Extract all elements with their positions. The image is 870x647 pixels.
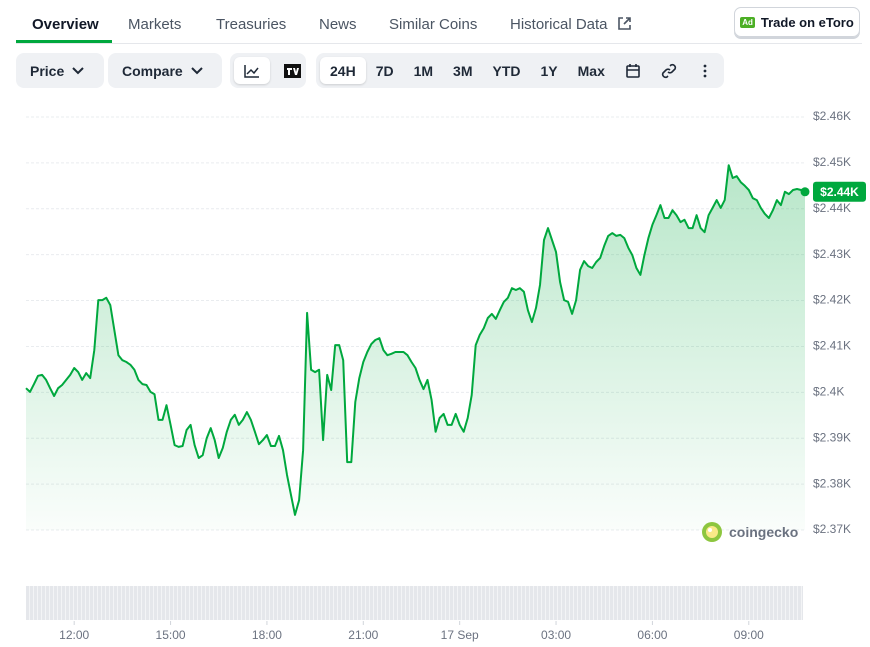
tab[interactable]: News — [319, 16, 357, 33]
x-tick-label: 15:00 — [156, 628, 186, 642]
compare-dropdown[interactable]: Compare — [108, 53, 222, 88]
range-button[interactable]: 1Y — [540, 62, 558, 79]
compare-label: Compare — [122, 62, 183, 79]
y-tick-label: $2.44K — [813, 201, 851, 215]
ad-label: Trade on eToro — [760, 14, 854, 30]
x-tick-label: 17 Sep — [441, 628, 479, 642]
range-button[interactable]: YTD — [492, 62, 521, 79]
toolbar-icon[interactable] — [687, 57, 723, 84]
y-tick-label: $2.37K — [813, 522, 851, 536]
range-button[interactable]: 3M — [453, 62, 473, 79]
active-tab-indicator — [16, 40, 112, 43]
x-tick-label: 03:00 — [541, 628, 571, 642]
toolbar-icon[interactable] — [615, 57, 651, 84]
y-tick-label: $2.42K — [813, 293, 851, 307]
x-tick-label: 18:00 — [252, 628, 282, 642]
toolbar-icon[interactable] — [651, 57, 687, 84]
tab[interactable]: Treasuries — [216, 16, 287, 33]
current-price-badge — [813, 181, 866, 202]
range-button[interactable]: 7D — [375, 62, 394, 79]
y-tick-label: $2.43K — [813, 247, 851, 261]
chevron — [190, 66, 203, 74]
y-tick-label: $2.38K — [813, 476, 851, 490]
range-button[interactable]: 24H — [320, 57, 366, 84]
ad-badge: Ad — [740, 16, 755, 28]
x-tick-label: 09:00 — [734, 628, 764, 642]
chart-style-group — [230, 53, 306, 88]
chevron — [72, 66, 84, 74]
x-tick-label: 06:00 — [637, 628, 667, 642]
tab[interactable]: Markets — [128, 16, 182, 33]
line-chart-button[interactable] — [234, 57, 270, 84]
watermark: coingecko — [701, 521, 798, 543]
price-label: Price — [30, 62, 65, 79]
volume-bars — [26, 586, 803, 620]
y-tick-label: $2.39K — [813, 430, 851, 444]
tab[interactable]: Historical Data — [510, 16, 608, 33]
watermark-text: coingecko — [729, 524, 799, 540]
tab[interactable]: Similar Coins — [389, 16, 478, 33]
x-tick-label: 12:00 — [59, 628, 89, 642]
y-tick-label: $2.41K — [813, 339, 851, 353]
range-button[interactable]: Max — [577, 62, 605, 79]
price-dropdown[interactable]: Price — [16, 53, 104, 88]
external-link-icon — [618, 17, 631, 30]
range-group: 24H 7D 1M 3M YTD 1Y Max — [316, 53, 724, 88]
range-button[interactable]: 1M — [413, 62, 434, 79]
y-tick-label: $2.45K — [813, 155, 851, 169]
ad-button[interactable]: Ad Trade on eToro — [734, 7, 860, 37]
current-price-label: $2.44K — [820, 185, 859, 199]
y-tick-label: $2.46K — [813, 109, 851, 123]
tradingview-button[interactable] — [274, 57, 311, 84]
tab[interactable]: Overview — [32, 16, 99, 33]
x-tick-label: 21:00 — [348, 628, 378, 642]
price-line — [25, 164, 806, 516]
tab-bar: Overview Markets Treasuries News Similar… — [16, 0, 862, 44]
y-tick-label: $2.4K — [813, 385, 844, 399]
area-fill — [26, 165, 805, 530]
last-point — [800, 187, 810, 197]
